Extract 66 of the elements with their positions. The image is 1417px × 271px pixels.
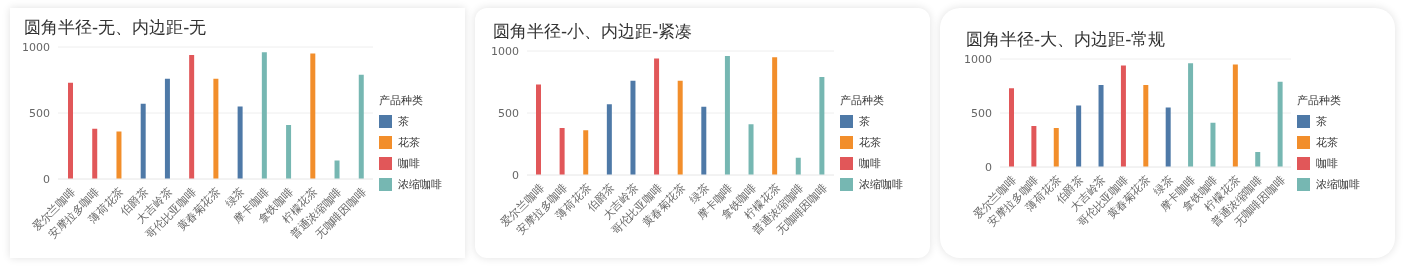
- legend-label: 浓缩咖啡: [859, 176, 903, 192]
- bar: [701, 106, 707, 175]
- y-tick-label: 0: [512, 168, 519, 182]
- bar: [536, 84, 541, 175]
- y-tick-label: 1000: [491, 44, 519, 58]
- legend-label: 茶: [859, 113, 870, 129]
- bar: [795, 157, 801, 175]
- bar: [1076, 105, 1082, 167]
- y-tick-label: 0: [985, 160, 992, 174]
- bar: [237, 106, 243, 179]
- bar: [606, 104, 612, 175]
- y-tick-label: 1000: [964, 52, 992, 66]
- legend-label: 咖啡: [1316, 155, 1338, 171]
- bar: [1255, 151, 1261, 167]
- legend-label: 茶: [1316, 113, 1327, 129]
- legend-label: 花茶: [398, 134, 420, 150]
- bar: [310, 53, 316, 179]
- bar: [748, 124, 754, 175]
- legend-label: 茶: [398, 113, 409, 129]
- chart-title: 圆角半径-小、内边距-紧凑: [493, 20, 694, 43]
- bar: [1277, 81, 1283, 167]
- bar: [559, 127, 565, 175]
- bar: [1031, 125, 1037, 167]
- chart-title: 圆角半径-大、内边距-常规: [966, 28, 1167, 51]
- bar: [1210, 122, 1216, 167]
- chart-title: 圆角半径-无、内边距-无: [24, 16, 208, 39]
- bar: [189, 54, 195, 179]
- bar: [213, 78, 219, 179]
- bar: [68, 82, 73, 179]
- y-tick-label: 0: [43, 172, 50, 186]
- bar: [819, 77, 825, 175]
- legend-label: 咖啡: [398, 155, 420, 171]
- bar: [772, 57, 778, 175]
- bar: [164, 78, 170, 179]
- legend-label: 浓缩咖啡: [398, 176, 442, 192]
- bar: [1188, 63, 1194, 167]
- bar: [630, 80, 636, 175]
- y-tick-label: 1000: [22, 40, 50, 54]
- legend-label: 浓缩咖啡: [1316, 176, 1360, 192]
- bar: [1009, 88, 1014, 167]
- bar: [1120, 65, 1126, 167]
- bar: [1053, 128, 1059, 167]
- legend-label: 花茶: [1316, 134, 1338, 150]
- bar: [1143, 84, 1149, 167]
- bar: [724, 55, 730, 175]
- y-tick-label: 500: [971, 106, 992, 120]
- bar: [92, 128, 98, 179]
- bar: [1232, 64, 1238, 167]
- y-tick-label: 500: [29, 106, 50, 120]
- bar: [677, 80, 683, 175]
- bar: [140, 103, 146, 179]
- legend-title: 产品种类: [1297, 92, 1342, 108]
- bar: [334, 160, 340, 179]
- bar: [261, 52, 267, 179]
- bar: [116, 131, 122, 179]
- legend-title: 产品种类: [840, 92, 885, 108]
- legend-label: 花茶: [859, 134, 881, 150]
- legend-title: 产品种类: [379, 92, 424, 108]
- legend-label: 咖啡: [859, 155, 881, 171]
- bar: [286, 124, 292, 179]
- y-tick-label: 500: [498, 106, 519, 120]
- bar: [1165, 107, 1171, 167]
- bar: [654, 58, 660, 175]
- bar: [583, 130, 589, 175]
- bar: [1098, 84, 1104, 167]
- bar: [358, 74, 364, 179]
